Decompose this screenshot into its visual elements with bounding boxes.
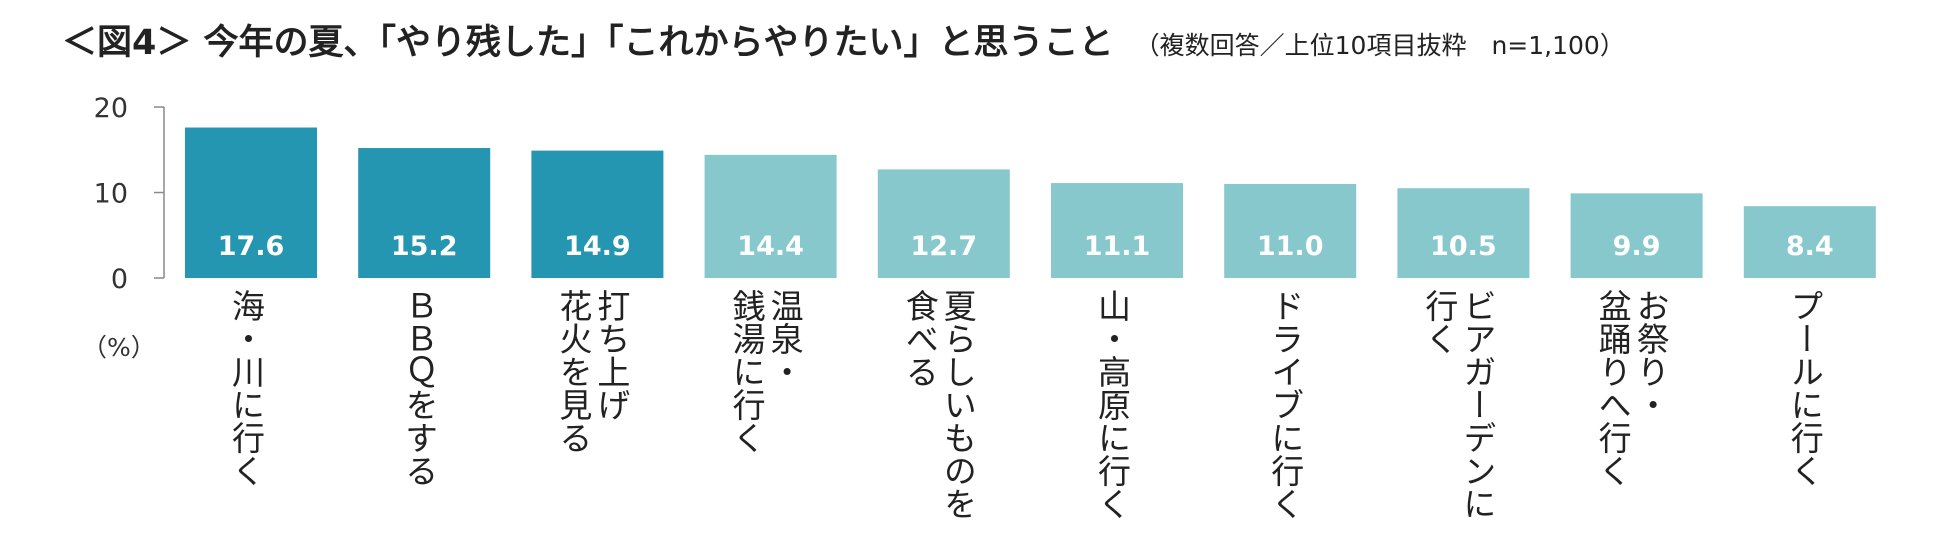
- bar: [358, 148, 491, 278]
- bar-value-label: 14.4: [737, 231, 804, 262]
- category-label: ビアガーデンに: [1458, 289, 1497, 520]
- bar: [1570, 193, 1703, 278]
- y-tick-label: 20: [94, 93, 128, 124]
- y-axis-unit-label: （%）: [82, 333, 156, 362]
- bar: [185, 127, 317, 279]
- chart-title-row: ＜図4＞ 今年の夏、「やり残した」「これからやりたい」と思うこと （複数回答／上…: [62, 14, 1625, 65]
- category-label: プールに行く: [1785, 289, 1824, 487]
- category-label: 海・川に行く: [227, 289, 266, 487]
- y-tick-label: 10: [94, 179, 128, 210]
- bar: [1224, 183, 1357, 278]
- category-label: 温泉・: [765, 289, 804, 388]
- bar-value-label: 12.7: [910, 231, 977, 262]
- chart-subtitle: （複数回答／上位10項目抜粋 n=1,100）: [1134, 31, 1625, 60]
- bar: [1743, 206, 1876, 278]
- category-label: ドライブに行く: [1266, 289, 1305, 520]
- bar-value-label: 11.1: [1084, 231, 1151, 262]
- bar-value-label: 15.2: [391, 231, 458, 262]
- category-label: ＢＢＱをする: [400, 289, 439, 487]
- category-label: 行く: [1420, 289, 1459, 355]
- bar-value-label: 9.9: [1613, 231, 1661, 262]
- bar: [531, 150, 664, 278]
- bar-value-label: 10.5: [1430, 231, 1497, 262]
- bar-value-label: 17.6: [218, 231, 285, 262]
- chart-title: ＜図4＞ 今年の夏、「やり残した」「これからやりたい」と思うこと: [62, 23, 1114, 63]
- y-tick-label: 0: [111, 264, 128, 295]
- bar: [877, 169, 1010, 278]
- bar: [1051, 183, 1183, 278]
- category-label: 銭湯に行く: [727, 289, 766, 454]
- category-label: 夏らしいものを: [938, 289, 977, 520]
- category-label: 食べる: [900, 289, 939, 388]
- category-label: 盆踊りへ行く: [1593, 289, 1632, 487]
- category-label: 山・高原に行く: [1093, 289, 1132, 520]
- bar: [704, 154, 837, 278]
- bar-value-label: 14.9: [564, 231, 631, 262]
- category-label: 花火を見る: [554, 289, 593, 454]
- bar-value-label: 11.0: [1257, 231, 1324, 262]
- bar: [1397, 188, 1530, 278]
- category-label: 打ち上げ: [592, 289, 631, 421]
- category-label: お祭り・: [1631, 289, 1670, 421]
- bar-value-label: 8.4: [1786, 231, 1834, 262]
